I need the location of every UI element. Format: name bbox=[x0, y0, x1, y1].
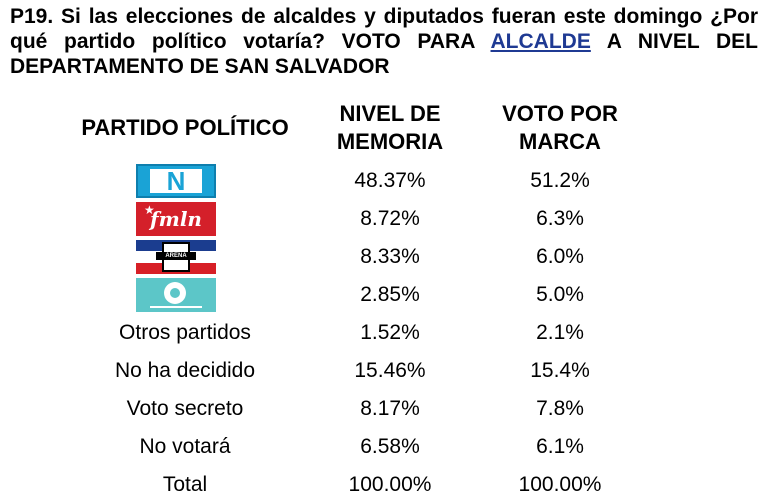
fmln-logo: ★ fmln bbox=[136, 202, 216, 236]
star-icon: ★ bbox=[144, 203, 155, 217]
party-label: Voto secreto bbox=[126, 397, 244, 420]
memory-value: 6.58% bbox=[360, 435, 420, 458]
memory-value: 8.17% bbox=[360, 397, 420, 420]
header-party: PARTIDO POLÍTICO bbox=[81, 115, 289, 140]
memory-value: 48.37% bbox=[354, 169, 426, 192]
memory-value: 8.72% bbox=[360, 207, 420, 230]
table-row: No ha decidido 15.46% 15.4% bbox=[0, 352, 768, 390]
table-row: Total 100.00% 100.00% bbox=[0, 466, 768, 504]
party-label: Total bbox=[162, 473, 208, 496]
nuevas-ideas-letter: N bbox=[150, 168, 202, 194]
party-label: No ha decidido bbox=[114, 359, 256, 382]
bird-icon bbox=[164, 282, 186, 304]
memory-value: 100.00% bbox=[348, 473, 432, 496]
header-vote-line2: MARCA bbox=[519, 129, 601, 154]
header-memory-line2: MEMORIA bbox=[336, 129, 444, 154]
table-row: Otros partidos 1.52% 2.1% bbox=[0, 314, 768, 352]
party-label: No votará bbox=[139, 435, 231, 458]
table-row: 2.85% 5.0% bbox=[0, 276, 768, 314]
table-row: ARENA 8.33% 6.0% bbox=[0, 238, 768, 276]
memory-value: 2.85% bbox=[360, 283, 420, 306]
vote-value: 6.0% bbox=[536, 245, 584, 268]
vote-value: 51.2% bbox=[530, 169, 590, 192]
party-label: Otros partidos bbox=[119, 321, 251, 344]
memory-value: 15.46% bbox=[354, 359, 426, 382]
vote-value: 100.00% bbox=[518, 473, 602, 496]
fmln-logo-text: fmln bbox=[150, 207, 202, 231]
header-vote: VOTO POR MARCA bbox=[480, 100, 640, 156]
table-row: Voto secreto 8.17% 7.8% bbox=[0, 390, 768, 428]
vote-value: 6.1% bbox=[536, 435, 584, 458]
header-memory: NIVEL DE MEMORIA bbox=[310, 100, 470, 156]
table-row: ★ fmln 8.72% 6.3% bbox=[0, 200, 768, 238]
nuevas-ideas-logo: N bbox=[136, 164, 216, 198]
table-row: N 48.37% 51.2% bbox=[0, 162, 768, 200]
question-highlight: ALCALDE bbox=[490, 30, 591, 53]
vamos-logo bbox=[136, 278, 216, 312]
question-suffix: A NIVEL DEL DEPARTAMENTO DE SAN SALVADOR bbox=[10, 30, 758, 78]
question-text: P19. Si las elecciones de alcaldes y dip… bbox=[10, 4, 758, 79]
arena-logo-text: ARENA bbox=[156, 252, 196, 260]
vote-value: 5.0% bbox=[536, 283, 584, 306]
vote-value: 15.4% bbox=[530, 359, 590, 382]
memory-value: 1.52% bbox=[360, 321, 420, 344]
question-prefix: P19. Si las elecciones de alcaldes y dip… bbox=[10, 5, 758, 53]
header-memory-line1: NIVEL DE bbox=[339, 101, 441, 126]
memory-value: 8.33% bbox=[360, 245, 420, 268]
vote-value: 6.3% bbox=[536, 207, 584, 230]
vote-value: 2.1% bbox=[536, 321, 584, 344]
vote-value: 7.8% bbox=[536, 397, 584, 420]
header-vote-line1: VOTO POR bbox=[502, 101, 618, 126]
table-row: No votará 6.58% 6.1% bbox=[0, 428, 768, 466]
cross-icon: ARENA bbox=[156, 242, 196, 272]
arena-logo: ARENA bbox=[136, 240, 216, 274]
